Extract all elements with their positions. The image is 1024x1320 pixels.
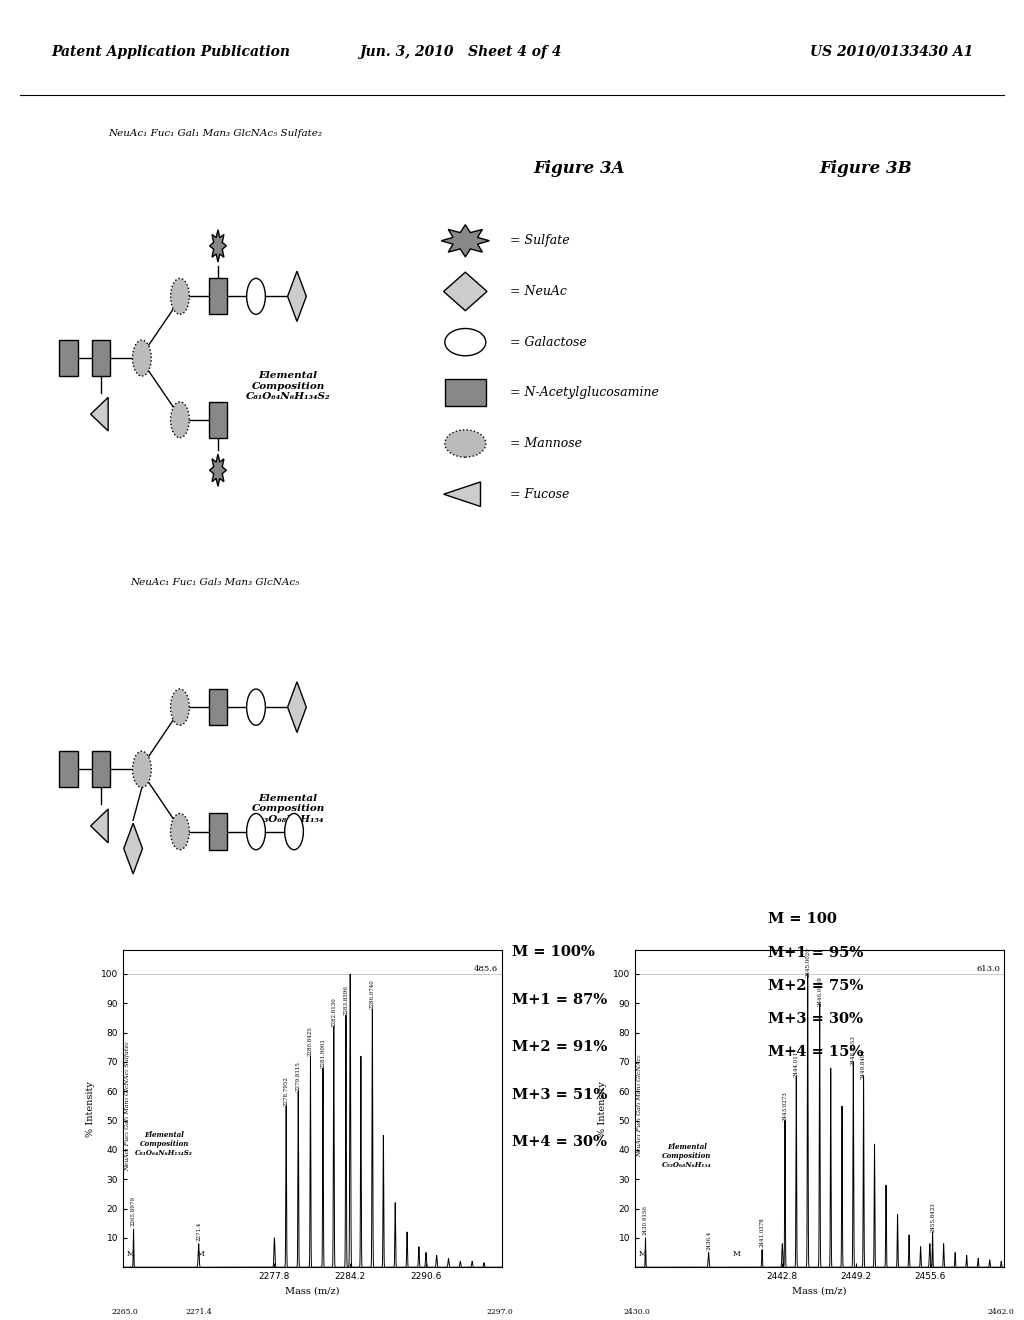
- X-axis label: Mass (m/z): Mass (m/z): [792, 1287, 847, 1296]
- Y-axis label: % Intensity: % Intensity: [86, 1081, 95, 1137]
- Text: 2281.9001: 2281.9001: [321, 1038, 326, 1068]
- Text: 485.6: 485.6: [474, 965, 499, 973]
- Text: Elemental
Composition
C₉₃O₆₈N₆H₁₅₄: Elemental Composition C₉₃O₆₈N₆H₁₅₄: [662, 1143, 712, 1170]
- Bar: [209, 813, 227, 850]
- Circle shape: [247, 279, 265, 314]
- Polygon shape: [210, 230, 226, 261]
- Polygon shape: [288, 682, 306, 733]
- Text: Jun. 3, 2010   Sheet 4 of 4: Jun. 3, 2010 Sheet 4 of 4: [359, 45, 562, 59]
- Text: M = 100: M = 100: [768, 912, 837, 927]
- Circle shape: [171, 813, 189, 850]
- Bar: [59, 341, 78, 376]
- Text: M+2 = 75%: M+2 = 75%: [768, 979, 863, 993]
- Circle shape: [444, 329, 485, 356]
- Polygon shape: [288, 271, 306, 322]
- Text: M+4 = 15%: M+4 = 15%: [768, 1045, 863, 1060]
- Text: M+3 = 30%: M+3 = 30%: [768, 1012, 863, 1026]
- Text: NeuAc₁ Fuc₁ Gal₃ Man₃ GlcNAc₅: NeuAc₁ Fuc₁ Gal₃ Man₃ GlcNAc₅: [637, 1055, 642, 1158]
- Polygon shape: [443, 272, 487, 310]
- X-axis label: Mass (m/z): Mass (m/z): [285, 1287, 340, 1296]
- Text: M+1 = 95%: M+1 = 95%: [768, 945, 863, 960]
- Text: = Mannose: = Mannose: [510, 437, 582, 450]
- Text: 2279.8115: 2279.8115: [296, 1061, 301, 1092]
- Polygon shape: [124, 824, 142, 874]
- Text: 613.0: 613.0: [976, 965, 1000, 973]
- Text: Figure 3B: Figure 3B: [819, 161, 911, 177]
- Text: 2449.8494: 2449.8494: [861, 1049, 866, 1080]
- Circle shape: [247, 813, 265, 850]
- Text: 2280.8425: 2280.8425: [308, 1026, 313, 1056]
- Text: 2265.8979: 2265.8979: [131, 1196, 136, 1226]
- Text: NeuAc₁ Fuc₁ Gal₁ Man₃ GlcNAc₅ Sulfate₂: NeuAc₁ Fuc₁ Gal₁ Man₃ GlcNAc₅ Sulfate₂: [125, 1041, 130, 1171]
- Text: 2455.8433: 2455.8433: [930, 1203, 935, 1232]
- Text: NeuAc₁ Fuc₁ Gal₁ Man₃ GlcNAc₅ Sulfate₂: NeuAc₁ Fuc₁ Gal₁ Man₃ GlcNAc₅ Sulfate₂: [109, 129, 322, 139]
- Text: M+2 = 91%: M+2 = 91%: [512, 1040, 607, 1055]
- Text: Elemental
Composition
C₈₁O₆₄N₆H₁₃₄S₂: Elemental Composition C₈₁O₆₄N₆H₁₃₄S₂: [246, 371, 331, 401]
- Text: 2441.0378: 2441.0378: [760, 1217, 765, 1246]
- Text: NeuAc₁ Fuc₁ Gal₃ Man₃ GlcNAc₅: NeuAc₁ Fuc₁ Gal₃ Man₃ GlcNAc₅: [130, 578, 300, 587]
- Text: 2444.0117: 2444.0117: [794, 1047, 799, 1077]
- Polygon shape: [91, 809, 109, 843]
- Text: 2462.0: 2462.0: [988, 1308, 1015, 1316]
- Circle shape: [247, 689, 265, 725]
- Text: M: M: [733, 1250, 740, 1258]
- Text: M: M: [638, 1250, 646, 1258]
- Bar: [209, 401, 227, 438]
- Text: 2436.4: 2436.4: [707, 1230, 711, 1250]
- Bar: [59, 751, 78, 788]
- Text: M = 100%: M = 100%: [512, 945, 595, 960]
- Bar: [91, 341, 111, 376]
- Text: 2297.0: 2297.0: [486, 1308, 513, 1316]
- Text: 2445.0020: 2445.0020: [805, 946, 810, 977]
- Text: = Galactose: = Galactose: [510, 335, 587, 348]
- Text: M+1 = 87%: M+1 = 87%: [512, 993, 607, 1007]
- Text: 2286.0740: 2286.0740: [370, 979, 375, 1008]
- Text: M: M: [197, 1250, 204, 1258]
- Text: Elemental
Composition
C₉₃O₆₈N₆H₁₅₄: Elemental Composition C₉₃O₆₈N₆H₁₅₄: [252, 795, 325, 824]
- Circle shape: [171, 689, 189, 725]
- Text: M+4 = 30%: M+4 = 30%: [512, 1135, 607, 1150]
- Text: = N-Acetylglucosamine: = N-Acetylglucosamine: [510, 387, 658, 400]
- Text: = Fucose: = Fucose: [510, 487, 569, 500]
- Y-axis label: % Intensity: % Intensity: [598, 1081, 607, 1137]
- Text: 2271.4: 2271.4: [185, 1308, 212, 1316]
- Text: 2430.9156: 2430.9156: [643, 1205, 648, 1236]
- Text: Patent Application Publication: Patent Application Publication: [51, 45, 290, 59]
- Circle shape: [444, 430, 485, 457]
- Text: = NeuAc: = NeuAc: [510, 285, 566, 298]
- Text: M+3 = 51%: M+3 = 51%: [512, 1088, 607, 1102]
- Text: Elemental
Composition
C₈₁O₆₄N₆H₁₃₄S₂: Elemental Composition C₈₁O₆₄N₆H₁₃₄S₂: [135, 1131, 194, 1158]
- Circle shape: [132, 341, 152, 376]
- Circle shape: [132, 751, 152, 788]
- Text: 2448.9553: 2448.9553: [851, 1035, 856, 1065]
- Text: = Sulfate: = Sulfate: [510, 234, 569, 247]
- Text: 2282.8130: 2282.8130: [332, 997, 336, 1027]
- Bar: [91, 751, 111, 788]
- Text: M: M: [126, 1250, 134, 1258]
- Text: 2443.0273: 2443.0273: [782, 1090, 787, 1121]
- Text: 2278.7952: 2278.7952: [284, 1076, 289, 1106]
- Polygon shape: [441, 224, 489, 257]
- Text: 2283.8396: 2283.8396: [343, 985, 348, 1015]
- Text: 2446.0449: 2446.0449: [817, 977, 822, 1006]
- Text: 2430.0: 2430.0: [624, 1308, 650, 1316]
- Circle shape: [171, 401, 189, 438]
- Text: Figure 3A: Figure 3A: [534, 161, 626, 177]
- Text: 2271.4: 2271.4: [197, 1221, 201, 1241]
- Circle shape: [285, 813, 303, 850]
- Polygon shape: [91, 397, 109, 430]
- Bar: [444, 379, 485, 407]
- Bar: [209, 279, 227, 314]
- Circle shape: [171, 279, 189, 314]
- Polygon shape: [210, 454, 226, 486]
- Text: US 2010/0133430 A1: US 2010/0133430 A1: [810, 45, 973, 59]
- Text: 2265.0: 2265.0: [112, 1308, 138, 1316]
- Bar: [209, 689, 227, 725]
- Polygon shape: [443, 482, 480, 507]
